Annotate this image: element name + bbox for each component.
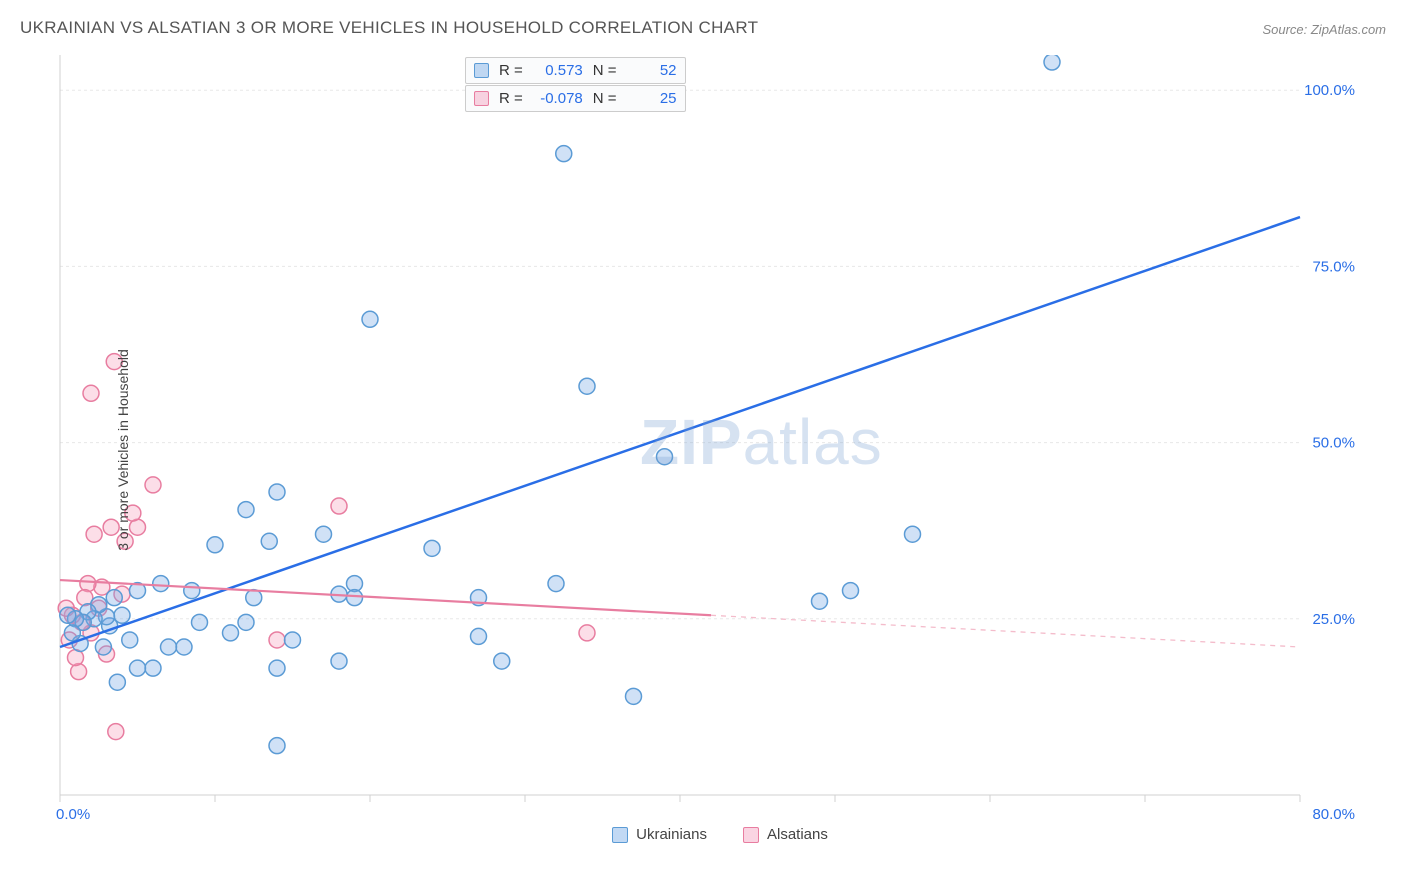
svg-text:80.0%: 80.0%: [1312, 806, 1355, 823]
stats-box-ukrainians: R = 0.573 N = 52: [465, 57, 686, 84]
scatter-plot: 25.0% 50.0% 75.0% 100.0% 0.0% 80.0%: [50, 55, 1390, 845]
r-value: -0.078: [533, 90, 583, 107]
svg-text:75.0%: 75.0%: [1312, 258, 1355, 275]
swatch-icon: [743, 827, 759, 843]
legend-label: Ukrainians: [636, 826, 707, 843]
n-value: 52: [627, 62, 677, 79]
swatch-icon: [612, 827, 628, 843]
legend-item-alsatians: Alsatians: [743, 826, 828, 843]
y-axis-label: 3 or more Vehicles in Household: [115, 349, 131, 551]
svg-text:50.0%: 50.0%: [1312, 435, 1355, 452]
svg-text:100.0%: 100.0%: [1304, 82, 1355, 99]
svg-text:0.0%: 0.0%: [56, 806, 90, 823]
stats-box-alsatians: R = -0.078 N = 25: [465, 85, 686, 112]
chart-title: UKRAINIAN VS ALSATIAN 3 OR MORE VEHICLES…: [20, 18, 758, 38]
x-axis-legend: Ukrainians Alsatians: [50, 826, 1390, 843]
source-label: Source: ZipAtlas.com: [1262, 22, 1386, 37]
legend-label: Alsatians: [767, 826, 828, 843]
swatch-icon: [474, 91, 489, 106]
legend-item-ukrainians: Ukrainians: [612, 826, 707, 843]
svg-text:25.0%: 25.0%: [1312, 611, 1355, 628]
chart-area: 3 or more Vehicles in Household 25.0% 50.…: [50, 55, 1390, 845]
r-value: 0.573: [533, 62, 583, 79]
n-value: 25: [627, 90, 677, 107]
swatch-icon: [474, 63, 489, 78]
